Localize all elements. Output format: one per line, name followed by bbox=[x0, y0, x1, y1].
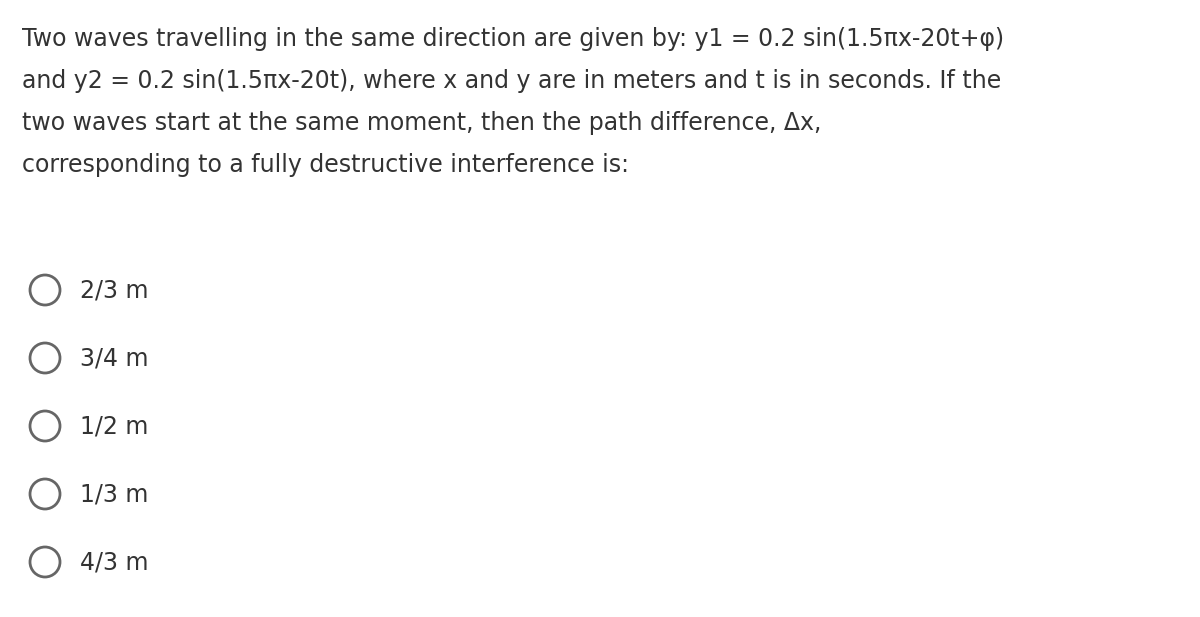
Text: corresponding to a fully destructive interference is:: corresponding to a fully destructive int… bbox=[22, 153, 629, 177]
Text: 1/2 m: 1/2 m bbox=[80, 414, 149, 438]
Text: two waves start at the same moment, then the path difference, Δx,: two waves start at the same moment, then… bbox=[22, 111, 821, 135]
Text: 3/4 m: 3/4 m bbox=[80, 346, 149, 370]
Text: Two waves travelling in the same direction are given by: y1 = 0.2 sin(1.5πx-20t+: Two waves travelling in the same directi… bbox=[22, 27, 1004, 51]
Text: 1/3 m: 1/3 m bbox=[80, 482, 149, 506]
Text: and y2 = 0.2 sin(1.5πx-20t), where x and y are in meters and t is in seconds. If: and y2 = 0.2 sin(1.5πx-20t), where x and… bbox=[22, 69, 1001, 93]
Text: 4/3 m: 4/3 m bbox=[80, 550, 149, 574]
Text: 2/3 m: 2/3 m bbox=[80, 278, 149, 302]
